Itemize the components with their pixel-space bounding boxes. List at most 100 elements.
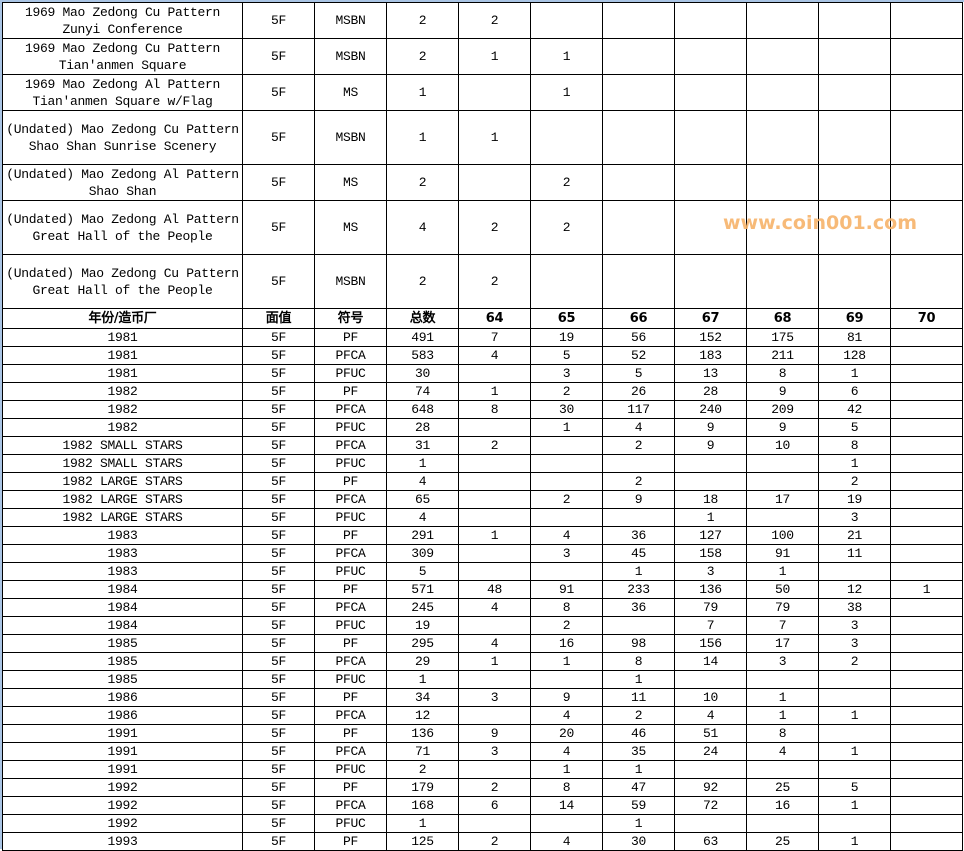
cell-designation[interactable]: PFCA <box>314 796 387 815</box>
cell-grade-64[interactable]: 8 <box>458 400 531 419</box>
cell-grade-70[interactable] <box>890 74 963 111</box>
cell-designation[interactable]: PFUC <box>314 454 387 473</box>
cell-grade-69[interactable]: 128 <box>818 346 891 365</box>
cell-grade-68[interactable] <box>746 164 819 201</box>
cell-grade-69[interactable]: 21 <box>818 526 891 545</box>
cell-year-mint[interactable]: 1984 <box>2 580 243 599</box>
cell-grade-70[interactable] <box>890 436 963 455</box>
cell-grade-67[interactable] <box>674 454 747 473</box>
cell-grade-68[interactable]: 1 <box>746 562 819 581</box>
cell-year-mint[interactable]: 1992 <box>2 778 243 797</box>
cell-denomination[interactable]: 5F <box>242 778 315 797</box>
cell-grade-64[interactable]: 9 <box>458 724 531 743</box>
cell-grade-67[interactable]: 136 <box>674 580 747 599</box>
cell-grade-69[interactable]: 2 <box>818 472 891 491</box>
cell-grade-66[interactable]: 56 <box>602 328 675 347</box>
cell-grade-66[interactable] <box>602 110 675 165</box>
cell-grade-66[interactable]: 30 <box>602 832 675 851</box>
cell-designation[interactable]: PFUC <box>314 364 387 383</box>
cell-grade-70[interactable] <box>890 544 963 563</box>
cell-grade-69[interactable]: 3 <box>818 508 891 527</box>
cell-grade-70[interactable] <box>890 706 963 725</box>
cell-designation[interactable]: PFUC <box>314 760 387 779</box>
cell-grade-69[interactable]: 1 <box>818 832 891 851</box>
cell-designation[interactable]: PF <box>314 688 387 707</box>
cell-total[interactable]: 1 <box>386 74 459 111</box>
cell-grade-64[interactable]: 1 <box>458 382 531 401</box>
cell-grade-64[interactable]: 2 <box>458 254 531 309</box>
cell-grade-68[interactable]: 79 <box>746 598 819 617</box>
cell-grade-65[interactable]: 5 <box>530 346 603 365</box>
cell-grade-64[interactable] <box>458 490 531 509</box>
cell-grade-65[interactable]: 4 <box>530 742 603 761</box>
cell-grade-67[interactable]: 156 <box>674 634 747 653</box>
cell-year-mint[interactable]: 1969 Mao Zedong Cu Pattern Zunyi Confere… <box>2 2 243 39</box>
cell-grade-69[interactable] <box>818 814 891 833</box>
cell-grade-67[interactable]: 183 <box>674 346 747 365</box>
cell-grade-66[interactable]: 1 <box>602 760 675 779</box>
cell-grade-64[interactable]: 6 <box>458 796 531 815</box>
cell-year-mint[interactable]: 1982 <box>2 400 243 419</box>
cell-year-mint[interactable]: 1982 LARGE STARS <box>2 472 243 491</box>
cell-grade-64[interactable] <box>458 164 531 201</box>
cell-denomination[interactable]: 5F <box>242 400 315 419</box>
cell-total[interactable]: 29 <box>386 652 459 671</box>
cell-grade-69[interactable]: 1 <box>818 454 891 473</box>
cell-grade-70[interactable] <box>890 724 963 743</box>
cell-denomination[interactable]: 5F <box>242 164 315 201</box>
cell-grade-69[interactable] <box>818 110 891 165</box>
cell-designation[interactable]: PFCA <box>314 490 387 509</box>
cell-grade-65[interactable]: 1 <box>530 760 603 779</box>
cell-denomination[interactable]: 5F <box>242 544 315 563</box>
cell-designation[interactable]: PFUC <box>314 814 387 833</box>
cell-grade-67[interactable] <box>674 74 747 111</box>
cell-grade-64[interactable]: 7 <box>458 328 531 347</box>
cell-denomination[interactable]: 5F <box>242 74 315 111</box>
cell-denomination[interactable]: 5F <box>242 724 315 743</box>
cell-year-mint[interactable]: 1991 <box>2 760 243 779</box>
cell-grade-67[interactable] <box>674 2 747 39</box>
cell-grade-64[interactable] <box>458 508 531 527</box>
cell-grade-70[interactable] <box>890 382 963 401</box>
cell-grade-66[interactable]: 2 <box>602 436 675 455</box>
cell-year-mint[interactable]: 1982 LARGE STARS <box>2 508 243 527</box>
cell-grade-68[interactable] <box>746 38 819 75</box>
cell-year-mint[interactable]: 1982 SMALL STARS <box>2 454 243 473</box>
cell-total[interactable]: 1 <box>386 454 459 473</box>
cell-grade-64[interactable] <box>458 544 531 563</box>
cell-total[interactable]: 309 <box>386 544 459 563</box>
cell-grade-66[interactable]: 36 <box>602 526 675 545</box>
cell-grade-69[interactable]: 1 <box>818 742 891 761</box>
cell-year-mint[interactable]: 1993 <box>2 832 243 851</box>
cell-designation[interactable]: MSBN <box>314 110 387 165</box>
cell-grade-68[interactable]: 10 <box>746 436 819 455</box>
cell-total[interactable]: 168 <box>386 796 459 815</box>
cell-designation[interactable]: PF <box>314 634 387 653</box>
cell-denomination[interactable]: 5F <box>242 328 315 347</box>
cell-grade-65[interactable]: 1 <box>530 652 603 671</box>
cell-denomination[interactable]: 5F <box>242 526 315 545</box>
cell-denomination[interactable]: 5F <box>242 436 315 455</box>
cell-year-mint[interactable]: 1982 <box>2 382 243 401</box>
cell-grade-67[interactable]: 4 <box>674 706 747 725</box>
cell-grade-68[interactable]: 8 <box>746 724 819 743</box>
cell-year-mint[interactable]: 1969 Mao Zedong Cu Pattern Tian'anmen Sq… <box>2 38 243 75</box>
cell-grade-69[interactable]: 2 <box>818 652 891 671</box>
cell-grade-67[interactable]: 240 <box>674 400 747 419</box>
cell-designation[interactable]: PFCA <box>314 742 387 761</box>
cell-grade-70[interactable] <box>890 200 963 255</box>
cell-grade-68[interactable] <box>746 74 819 111</box>
cell-year-mint[interactable]: 1986 <box>2 688 243 707</box>
cell-grade-67[interactable]: 51 <box>674 724 747 743</box>
cell-grade-67[interactable]: 24 <box>674 742 747 761</box>
cell-grade-67[interactable]: 127 <box>674 526 747 545</box>
cell-denomination[interactable]: 5F <box>242 814 315 833</box>
cell-denomination[interactable]: 5F <box>242 580 315 599</box>
cell-grade-64[interactable]: 1 <box>458 652 531 671</box>
cell-designation[interactable]: PFCA <box>314 544 387 563</box>
cell-grade-66[interactable] <box>602 38 675 75</box>
cell-grade-70[interactable] <box>890 616 963 635</box>
cell-grade-68[interactable] <box>746 472 819 491</box>
cell-grade-68[interactable] <box>746 508 819 527</box>
cell-grade-70[interactable] <box>890 508 963 527</box>
